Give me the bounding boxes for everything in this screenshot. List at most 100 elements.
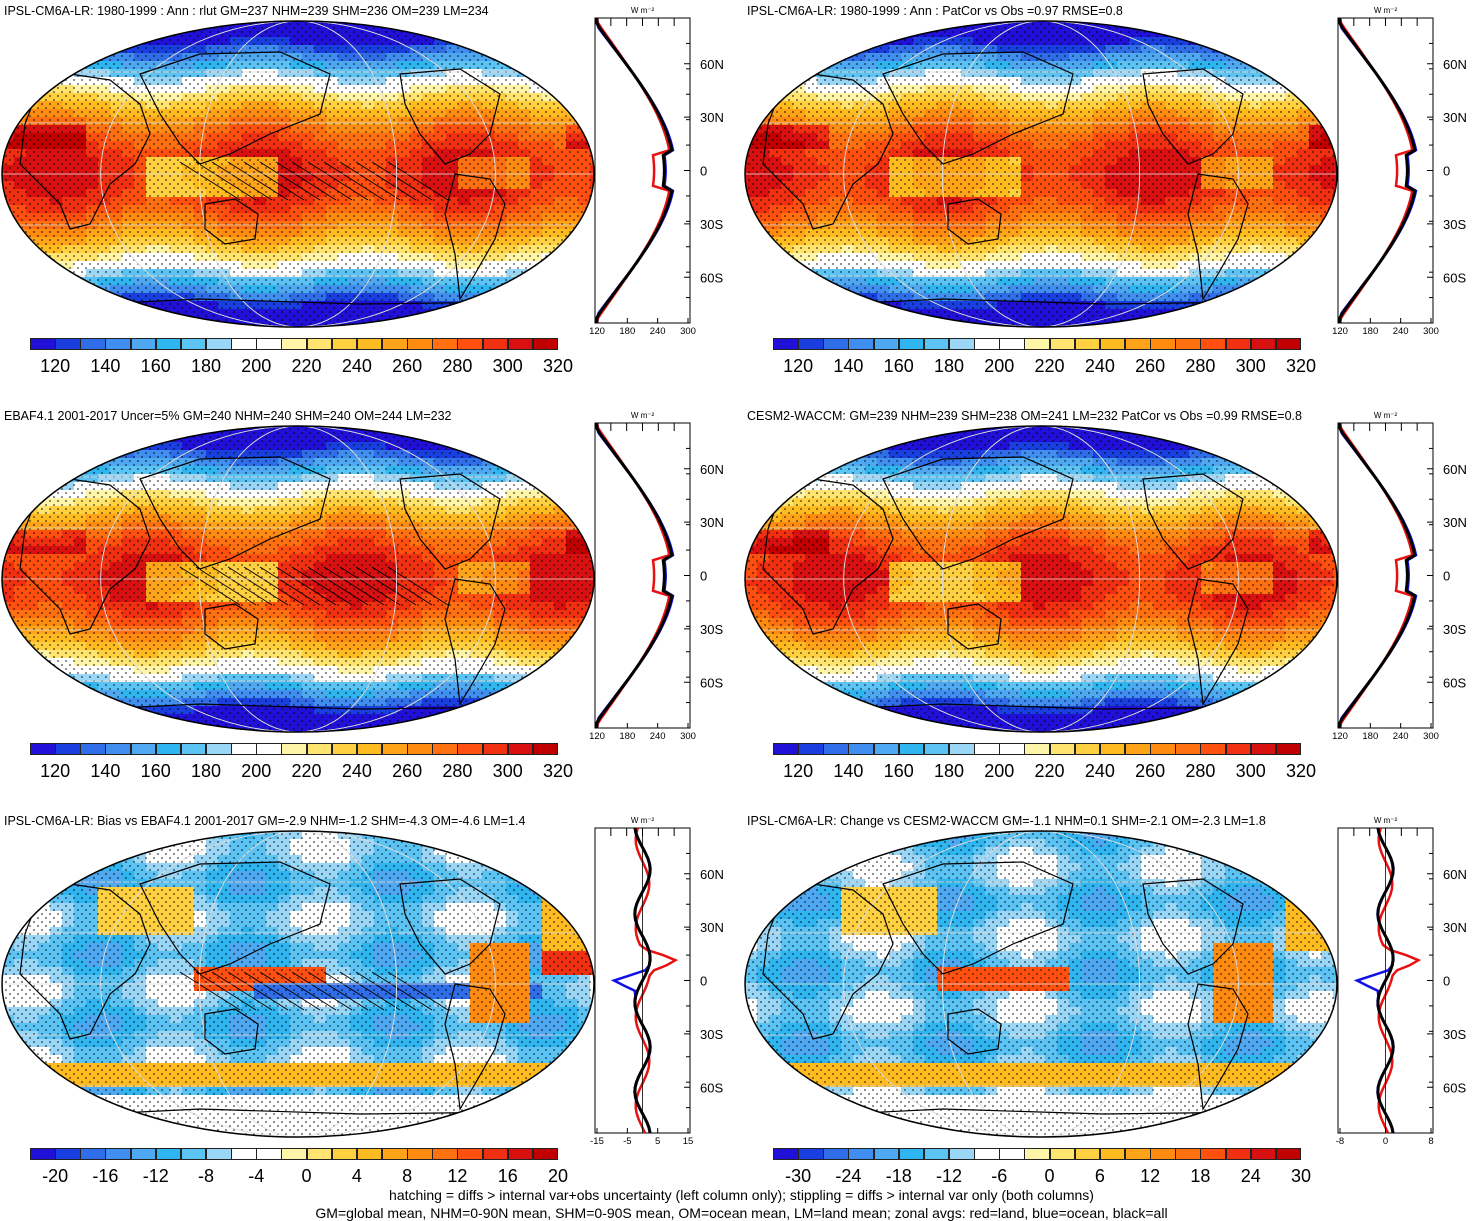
colorbar-label: 0 <box>1044 1166 1055 1186</box>
colorbar-swatch <box>1225 1148 1252 1160</box>
colorbar-label: 220 <box>1034 356 1065 376</box>
colorbar-label: -12 <box>935 1166 963 1186</box>
colorbar-swatch <box>281 338 308 350</box>
latitude-tick-label: 30N <box>1443 515 1467 530</box>
colorbar-label: 260 <box>392 356 423 376</box>
latitude-tick-label: 30S <box>1443 622 1466 637</box>
colorbar-label: 140 <box>90 761 121 781</box>
zonal-units-label: W m⁻² <box>631 6 655 15</box>
latitude-tick-label: 60N <box>700 867 724 882</box>
colorbar-swatch <box>180 743 207 755</box>
colorbar-swatch <box>1275 1148 1302 1160</box>
colorbar-label: 280 <box>442 356 473 376</box>
latitude-tick-label: 30N <box>1443 920 1467 935</box>
colorbar-swatch <box>55 743 81 755</box>
colorbar-label: 220 <box>1034 761 1065 781</box>
zonal-x-tick-label: 240 <box>650 326 666 334</box>
colorbar-swatch <box>1200 743 1227 755</box>
colorbar-label: -16 <box>92 1166 119 1186</box>
latitude-tick-label: 60N <box>1443 57 1467 72</box>
colorbar-swatch <box>457 743 484 755</box>
colorbar-swatch <box>999 1148 1025 1160</box>
map-plot <box>744 20 1338 328</box>
colorbar-swatch <box>507 1148 534 1160</box>
colorbar-label: -12 <box>142 1166 169 1186</box>
colorbar-label: 180 <box>933 761 965 781</box>
colorbar: 120 140 160 180 200 220 240 260 280 300 320 <box>773 743 1316 803</box>
latitude-tick-label: 0 <box>1443 569 1450 584</box>
colorbar-swatch <box>382 1148 408 1160</box>
colorbar-label: 200 <box>984 356 1015 376</box>
colorbar-label: 180 <box>933 356 965 376</box>
colorbar-swatch <box>407 1148 433 1160</box>
colorbar-label: 220 <box>291 761 322 781</box>
colorbar-label: 280 <box>442 761 473 781</box>
colorbar: -30 -24 -18 -12 -6 0 6 12 18 24 30 <box>773 1148 1311 1208</box>
zonal-units-label: W m⁻² <box>631 411 655 420</box>
zonal-x-tick-label: 120 <box>1332 326 1348 334</box>
zonal-x-tick-label: -8 <box>1336 1136 1344 1144</box>
colorbar-swatch <box>1024 743 1051 755</box>
panel-title: IPSL-CM6A-LR: Change vs CESM2-WACCM GM=-… <box>747 814 1266 828</box>
colorbar-label: 30 <box>1290 1166 1312 1186</box>
panel-p5: IPSL-CM6A-LR: Bias vs EBAF4.1 2001-2017 … <box>0 810 740 1215</box>
colorbar-label: 160 <box>140 356 171 376</box>
colorbar-swatch <box>823 1148 849 1160</box>
latitude-tick-label: 60N <box>1443 462 1467 477</box>
colorbar-swatch <box>873 338 900 350</box>
colorbar-swatch <box>923 338 950 350</box>
colorbar-swatch <box>482 743 509 755</box>
colorbar-swatch <box>55 338 81 350</box>
colorbar-swatch <box>180 338 207 350</box>
colorbar-label: 160 <box>883 356 914 376</box>
colorbar-label: 300 <box>1235 761 1266 781</box>
latitude-tick-label: 0 <box>1443 974 1450 989</box>
latitude-tick-label: 60S <box>1443 1080 1466 1095</box>
colorbar-swatch <box>999 743 1025 755</box>
colorbar-label: 12 <box>1140 1166 1161 1186</box>
colorbar-swatch <box>1250 743 1277 755</box>
zonal-x-tick-label: 300 <box>680 731 696 739</box>
colorbar-swatch <box>532 1148 559 1160</box>
colorbar-swatch <box>1049 1148 1076 1160</box>
colorbar-swatch <box>773 1148 799 1160</box>
zonal-x-tick-label: -15 <box>590 1136 604 1144</box>
colorbar-swatch <box>30 338 56 350</box>
colorbar-swatch <box>231 1148 257 1160</box>
colorbar-swatch <box>155 338 182 350</box>
colorbar-swatch <box>382 338 408 350</box>
panel-title: IPSL-CM6A-LR: 1980-1999 : Ann : rlut GM=… <box>4 4 489 18</box>
colorbar-swatch <box>206 743 232 755</box>
colorbar-label: 120 <box>40 356 71 376</box>
latitude-tick-label: 30S <box>700 217 723 232</box>
colorbar-swatch <box>331 1148 358 1160</box>
latitude-tick-label: 60S <box>700 675 723 690</box>
latitude-tick-label: 30N <box>1443 110 1467 125</box>
colorbar-label: -6 <box>991 1166 1008 1186</box>
colorbar-label: 8 <box>402 1166 413 1186</box>
colorbar-label: 320 <box>542 761 574 781</box>
zonal-mean-plot: W m⁻² 60N 30N 0 30S 60S 120 180 240 300 <box>1332 6 1467 334</box>
colorbar-swatch <box>155 743 182 755</box>
latitude-tick-label: 0 <box>1443 164 1450 179</box>
latitude-tick-label: 30S <box>1443 217 1466 232</box>
colorbar-swatch <box>532 743 559 755</box>
colorbar-label: 200 <box>984 761 1015 781</box>
colorbar-swatch <box>105 743 132 755</box>
colorbar-label: 280 <box>1185 761 1216 781</box>
colorbar-swatch <box>898 743 925 755</box>
colorbar-swatch <box>949 1148 975 1160</box>
panel-p1: IPSL-CM6A-LR: 1980-1999 : Ann : rlut GM=… <box>0 0 740 405</box>
colorbar-swatch <box>898 1148 925 1160</box>
map-plot <box>1 830 595 1138</box>
colorbar-swatch <box>848 1148 875 1160</box>
colorbar-label: 18 <box>1190 1166 1211 1186</box>
map-plot <box>744 425 1338 733</box>
colorbar-label: 240 <box>341 356 372 376</box>
colorbar-swatch <box>923 1148 950 1160</box>
zonal-x-tick-label: -5 <box>623 1136 631 1144</box>
colorbar-swatch <box>30 743 56 755</box>
colorbar-label: 300 <box>492 761 523 781</box>
zonal-mean-plot: W m⁻² 60N 30N 0 30S 60S 120 180 240 300 <box>1332 411 1467 739</box>
panel-title: IPSL-CM6A-LR: Bias vs EBAF4.1 2001-2017 … <box>4 814 526 828</box>
